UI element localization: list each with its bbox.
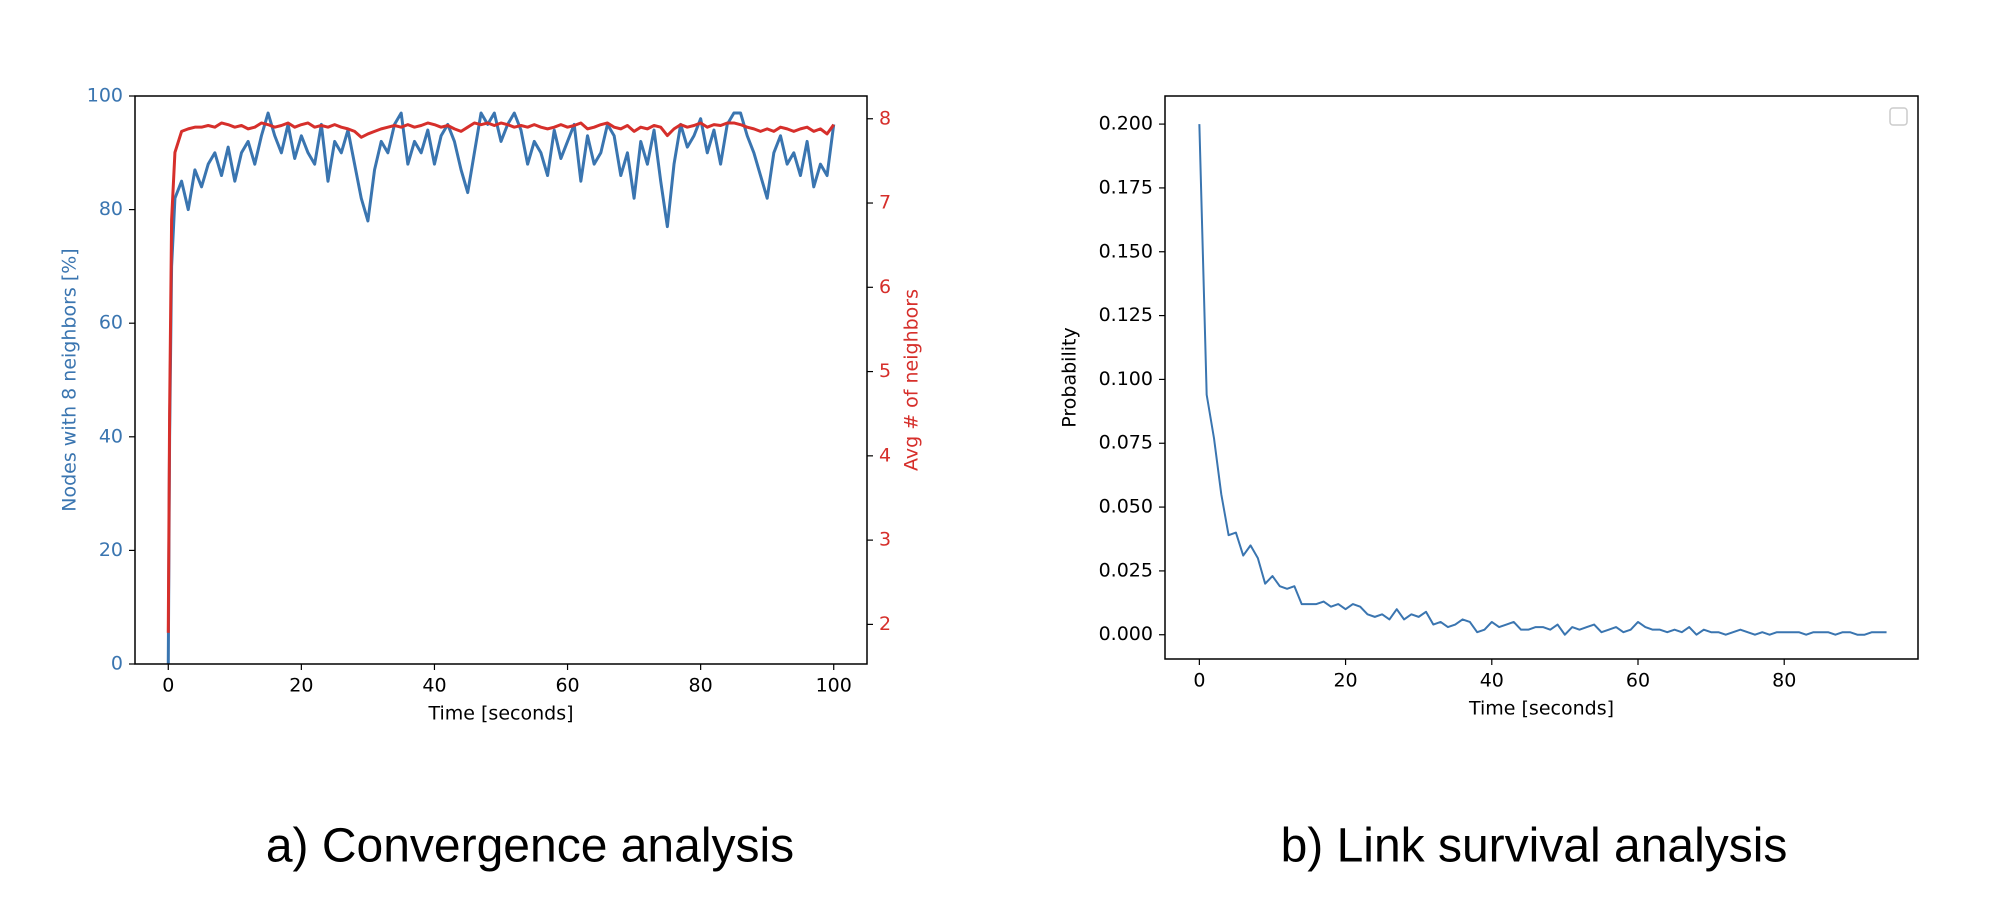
plot-frame (134, 95, 868, 665)
legend-box (1889, 107, 1908, 126)
x-tick-label: 40 (1480, 670, 1504, 692)
y2-tick-label: 7 (879, 192, 891, 214)
plot-frame (1164, 95, 1919, 660)
y-tick-label: 0.050 (1099, 496, 1153, 518)
x-tick-label: 60 (555, 675, 579, 697)
x-tick-label: 60 (1626, 670, 1650, 692)
data-line (166, 121, 835, 633)
y2-tick-label: 4 (879, 444, 891, 466)
x-tick-label: 0 (1193, 670, 1205, 692)
y-tick-label: 0 (111, 653, 123, 675)
y-tick-label: 0.025 (1099, 559, 1153, 581)
y2-tick-label: 8 (879, 107, 891, 129)
y-tick-label: 0.000 (1099, 623, 1153, 645)
x-tick-label: 80 (689, 675, 713, 697)
x-tick-label: 20 (289, 675, 313, 697)
y-tick-label: 100 (87, 85, 123, 107)
y-tick-label: 0.150 (1099, 240, 1153, 262)
y-tick-label: 0.125 (1099, 304, 1153, 326)
y-tick-label: 80 (99, 198, 123, 220)
data-line (1198, 124, 1887, 636)
y2-tick-label: 2 (879, 613, 891, 635)
y-tick-label: 0.200 (1099, 113, 1153, 135)
y2-tick-label: 6 (879, 276, 891, 298)
caption: b) Link survival analysis (1281, 820, 1788, 873)
x-axis-label: Time [seconds] (427, 703, 573, 725)
x-tick-label: 40 (422, 675, 446, 697)
y-axis-label: Probability (1059, 327, 1081, 427)
y-tick-label: 40 (99, 425, 123, 447)
y2-tick-label: 5 (879, 360, 891, 382)
y-tick-label: 20 (99, 539, 123, 561)
caption: a) Convergence analysis (266, 820, 794, 873)
y2-axis-label: Avg # of neighbors (901, 289, 923, 471)
x-tick-label: 0 (162, 675, 174, 697)
y-axis-label: Nodes with 8 neighbors [%] (59, 248, 81, 511)
data-line (166, 111, 836, 665)
y-tick-label: 0.100 (1099, 368, 1153, 390)
y-tick-label: 0.075 (1099, 432, 1153, 454)
y-tick-label: 0.175 (1099, 176, 1153, 198)
x-tick-label: 100 (816, 675, 852, 697)
y-tick-label: 60 (99, 312, 123, 334)
x-axis-label: Time [seconds] (1468, 698, 1614, 720)
x-tick-label: 20 (1333, 670, 1357, 692)
x-tick-label: 80 (1772, 670, 1796, 692)
y2-tick-label: 3 (879, 529, 891, 551)
